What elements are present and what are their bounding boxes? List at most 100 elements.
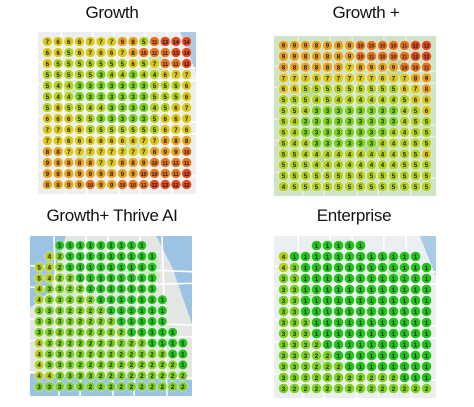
rank-pin: 3 [278, 350, 289, 361]
rank-pin-dot [74, 102, 85, 113]
rank-pin-label: 5 [348, 184, 352, 191]
rank-pin-label: 2 [140, 340, 144, 347]
rank-pin-label: 9 [88, 171, 92, 178]
rank-pin-dot [344, 159, 355, 171]
rank-pin-dot [311, 72, 322, 84]
rank-pin-dot [377, 273, 388, 284]
rank-pin-label: 9 [110, 182, 114, 189]
rank-pin-label: 4 [348, 151, 352, 158]
rank-pin-dot [117, 146, 128, 157]
rank-pin: 1 [136, 262, 147, 273]
rank-pin-dot [410, 383, 421, 394]
rank-pin-dot [157, 338, 168, 349]
rank-pin-label: 6 [56, 39, 60, 46]
rank-pin: 3 [117, 113, 128, 124]
rank-pin-dot [333, 127, 344, 138]
rank-pin-dot [64, 240, 75, 251]
rank-pin-label: 8 [282, 64, 286, 71]
rank-pin-dot [149, 113, 160, 124]
rank-pin: 5 [106, 124, 117, 135]
rank-pin-label: 2 [130, 340, 134, 347]
rank-pin-dot [322, 83, 333, 95]
rank-pin: 1 [388, 262, 399, 273]
rank-pin-label: 1 [120, 319, 124, 326]
rank-pin-dot [388, 159, 399, 171]
rank-pin-dot [399, 105, 410, 116]
rank-pin-dot [377, 361, 388, 372]
rank-pin-dot [181, 168, 192, 179]
rank-pin-dot [63, 36, 74, 47]
rank-pin-dot [42, 80, 53, 91]
rank-pin-dot [74, 69, 85, 80]
rank-pin-label: 7 [348, 75, 352, 82]
rank-pin: 6 [399, 83, 410, 95]
rank-pin-dot [116, 327, 127, 338]
rank-pin-dot [85, 305, 96, 316]
rank-pin-label: 2 [381, 386, 385, 393]
rank-pin: 1 [366, 328, 377, 339]
rank-pin: 3 [278, 317, 289, 328]
rank-pin: 5 [355, 181, 366, 192]
rank-pin: 5 [311, 83, 322, 95]
rank-pin-dot [95, 381, 106, 392]
rank-pin-label: 3 [293, 320, 297, 327]
rank-pin-label: 1 [337, 353, 341, 360]
rank-pin: 2 [147, 359, 158, 370]
rank-pin: 6 [85, 135, 96, 146]
rank-pin-label: 5 [46, 94, 50, 101]
rank-pin-label: 1 [109, 275, 113, 282]
rank-pin: 7 [117, 146, 128, 157]
rank-pin-label: 8 [359, 64, 363, 71]
rank-pin-label: 4 [67, 83, 71, 90]
rank-pin-label: 3 [142, 105, 146, 112]
rank-pin: 4 [388, 148, 399, 160]
rank-pin-dot [116, 338, 127, 349]
rank-pin-dot [170, 146, 182, 157]
rank-pin-label: 3 [48, 286, 52, 293]
rank-pin-dot [377, 295, 388, 306]
rank-pin-label: 3 [58, 308, 62, 315]
rank-pin-dot [388, 61, 399, 73]
rank-pin-label: 5 [78, 61, 82, 68]
rank-pin-dot [95, 316, 106, 327]
rank-pin-dot [95, 58, 107, 69]
rank-pin: 1 [177, 359, 188, 370]
rank-pin-dot [399, 40, 410, 51]
rank-pin-label: 2 [315, 353, 319, 360]
rank-pin-label: 1 [109, 254, 113, 261]
rank-pin: 2 [377, 383, 388, 394]
rank-pin-dot [388, 328, 399, 339]
rank-pin: 1 [126, 283, 137, 294]
rank-pin: 1 [106, 262, 116, 273]
rank-pin-label: 1 [140, 275, 144, 282]
rank-pin-label: 3 [131, 83, 135, 90]
rank-pin: 1 [75, 240, 86, 251]
rank-pin-dot [289, 372, 300, 383]
rank-pin-label: 7 [88, 39, 92, 46]
rank-pin-dot [95, 179, 107, 190]
rank-pin: 2 [64, 327, 75, 338]
rank-pin-dot [399, 284, 410, 295]
rank-pin-label: 7 [110, 149, 114, 156]
panel-title: Enterprise [316, 206, 392, 225]
rank-pin: 12 [149, 179, 160, 190]
water-area [156, 236, 192, 324]
rank-pin-label: 1 [425, 375, 429, 382]
rank-pin-dot [75, 370, 86, 381]
rank-pin: 5 [149, 113, 160, 124]
rank-pin-label: 5 [370, 86, 374, 93]
rank-pin-label: 5 [131, 127, 135, 134]
rank-pin-dot [95, 262, 106, 273]
rank-pin: 14 [170, 36, 182, 47]
rank-pin: 4 [34, 283, 45, 294]
rank-pin-dot [136, 381, 147, 392]
rank-pin: 9 [117, 36, 128, 47]
rank-pin-label: 4 [282, 184, 286, 191]
rank-pin: 1 [355, 295, 366, 306]
rank-pin: 6 [42, 47, 53, 58]
panel-title: Growth [85, 3, 139, 22]
rank-pin: 1 [410, 295, 421, 306]
rank-pin-dot [149, 168, 160, 179]
rank-pin-label: 4 [381, 151, 385, 158]
rank-pin-label: 1 [348, 342, 352, 349]
